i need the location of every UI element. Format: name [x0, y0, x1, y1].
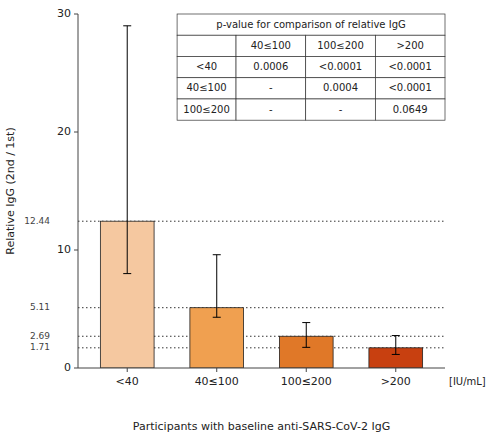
- reference-line-label: 5.11: [30, 302, 50, 312]
- table-row-label: <40: [196, 61, 217, 72]
- error-bar: [213, 255, 221, 318]
- table-cell: <0.0001: [319, 61, 362, 72]
- table-cell: -: [339, 104, 343, 115]
- table-cell-box: [236, 78, 306, 99]
- error-cap: [392, 335, 400, 336]
- y-axis-label: Relative IgG (2nd / 1st): [4, 127, 17, 254]
- table-cell-box: [306, 35, 376, 56]
- table-cell-box: [177, 35, 236, 56]
- table-cell: -: [269, 104, 273, 115]
- error-cap: [213, 317, 221, 318]
- error-stem: [395, 336, 396, 355]
- table-cell-box: [375, 78, 445, 99]
- error-stem: [306, 323, 307, 348]
- error-cap: [392, 354, 400, 355]
- error-cap: [213, 254, 221, 255]
- table-col-label: 40≤100: [251, 40, 291, 51]
- table-cell-box: [236, 35, 306, 56]
- y-tick: [74, 14, 78, 15]
- error-cap: [302, 347, 310, 348]
- table-col-label: 100≤200: [317, 40, 364, 51]
- x-tick: [216, 368, 217, 372]
- error-cap: [123, 25, 131, 26]
- y-tick-label: 30: [57, 7, 71, 20]
- p-value-table: p-value for comparison of relative IgG 40…: [177, 14, 445, 120]
- y-axis: [78, 14, 79, 368]
- y-tick: [74, 368, 78, 369]
- x-tick: [306, 368, 307, 372]
- error-cap: [123, 273, 131, 274]
- x-tick: [127, 368, 128, 372]
- y-tick-label: 10: [57, 243, 71, 256]
- y-tick-label: 0: [64, 361, 71, 374]
- table-cell: 0.0649: [393, 104, 428, 115]
- reference-line-label: 12.44: [24, 216, 50, 226]
- table-cell-box: [306, 78, 376, 99]
- table-cell-box: [375, 35, 445, 56]
- bars: [100, 26, 422, 368]
- table-cell: 0.0004: [323, 82, 358, 93]
- y-tick: [74, 132, 78, 133]
- x-tick-label: <40: [116, 375, 139, 388]
- error-cap: [302, 322, 310, 323]
- table-cell-box: [236, 99, 306, 120]
- x-tick: [395, 368, 396, 372]
- table-cell: -: [269, 82, 273, 93]
- table-cell-box: [306, 99, 376, 120]
- table-cell-box: [375, 56, 445, 77]
- error-stem: [216, 255, 217, 318]
- error-bar: [302, 323, 310, 348]
- error-stem: [127, 26, 128, 274]
- table-title: p-value for comparison of relative IgG: [216, 19, 405, 30]
- y-tick: [74, 250, 78, 251]
- x-axis: [78, 368, 445, 369]
- x-tick-label: 100≤200: [281, 375, 332, 388]
- reference-line-label: 2.69: [30, 331, 50, 341]
- table-cell: 0.0006: [253, 61, 288, 72]
- y-tick-label: 20: [57, 125, 71, 138]
- error-bar: [392, 336, 400, 355]
- table-col-label: >200: [396, 40, 423, 51]
- x-axis-label: Participants with baseline anti-SARS-CoV…: [133, 420, 390, 433]
- table-cell-box: [177, 78, 236, 99]
- table-cell-box: [306, 56, 376, 77]
- x-tick-label: >200: [381, 375, 411, 388]
- reference-line-label: 1.71: [30, 342, 50, 352]
- chart: 0 10 20 30 12.44 5.11 2.691.71 <40 40≤100 100≤200…: [0, 0, 500, 444]
- table-cell-box: [375, 99, 445, 120]
- x-tick-label: 40≤100: [195, 375, 239, 388]
- table-cell: <0.0001: [388, 61, 431, 72]
- table-row-label: 100≤200: [183, 104, 230, 115]
- table-cell-box: [177, 56, 236, 77]
- x-unit-annotation: [IU/mL]: [449, 376, 486, 387]
- table-row-label: 40≤100: [186, 82, 226, 93]
- table-cell: <0.0001: [388, 82, 431, 93]
- table-cell-box: [177, 99, 236, 120]
- table-cell-box: [236, 56, 306, 77]
- error-bar: [123, 26, 131, 274]
- table-cell-box: [177, 14, 445, 35]
